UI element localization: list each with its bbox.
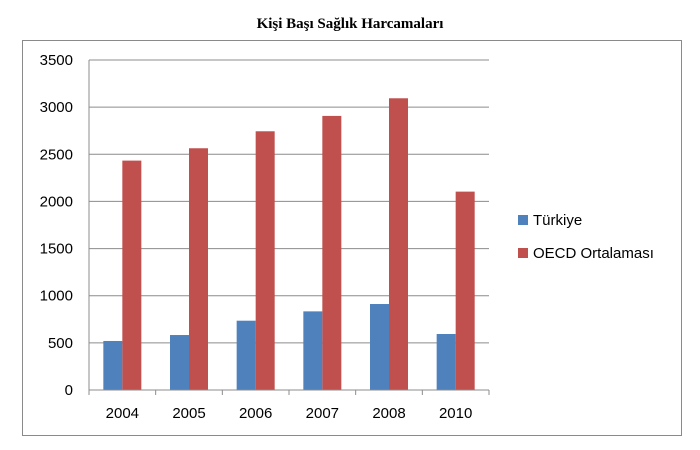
bar-turkiye — [303, 311, 323, 390]
bar-oecd — [189, 148, 208, 390]
legend-swatch — [518, 215, 528, 225]
legend-swatch — [518, 248, 528, 258]
bar-oecd — [389, 98, 408, 390]
legend-label: OECD Ortalaması — [533, 245, 654, 262]
y-tick-label: 2000 — [40, 193, 73, 210]
bar-turkiye — [370, 304, 389, 390]
x-tick-label: 2007 — [306, 405, 339, 422]
chart-title: Kişi Başı Sağlık Harcamaları — [256, 16, 444, 32]
x-tick-label: 2005 — [172, 405, 205, 422]
chart-frame — [22, 40, 682, 436]
x-tick-label: 2008 — [372, 405, 405, 422]
y-tick-label: 500 — [48, 335, 73, 352]
bar-oecd — [322, 115, 342, 390]
x-tick-label: 2010 — [439, 405, 472, 422]
y-tick-label: 2500 — [40, 146, 73, 163]
y-tick-label: 0 — [65, 382, 73, 399]
bar-turkiye — [170, 335, 189, 390]
y-tick-label: 3500 — [40, 52, 73, 69]
bar-oecd — [122, 160, 142, 390]
bar-turkiye — [436, 333, 456, 390]
y-tick-label: 1000 — [40, 288, 73, 305]
bar-oecd — [455, 191, 475, 390]
x-tick-label: 2006 — [239, 405, 272, 422]
y-tick-label: 3000 — [40, 99, 73, 116]
bar-turkiye — [236, 320, 256, 390]
bar-oecd — [255, 131, 275, 390]
legend-label: Türkiye — [533, 212, 582, 229]
bar-turkiye — [103, 340, 123, 390]
y-tick-label: 1500 — [40, 241, 73, 258]
x-tick-label: 2004 — [106, 405, 139, 422]
